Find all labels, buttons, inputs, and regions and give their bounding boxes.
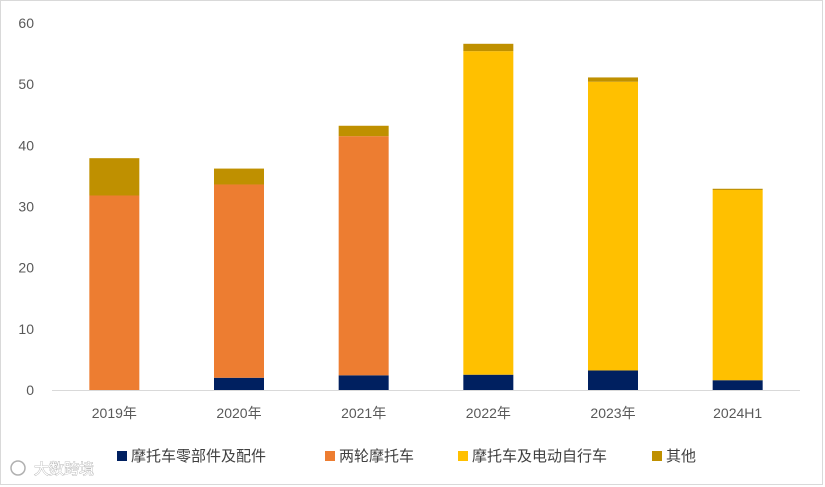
bar-segment [712, 189, 763, 381]
bar-segment [338, 136, 389, 376]
bar-segment [89, 195, 140, 390]
legend-swatch [458, 451, 468, 461]
y-tick-label: 40 [18, 137, 34, 153]
legend-label: 两轮摩托车 [339, 447, 414, 465]
x-tick-label: 2021年 [341, 405, 386, 421]
bar-segment [338, 125, 389, 137]
x-tick-label: 2024H1 [713, 405, 762, 421]
bars-layer [89, 43, 763, 390]
bar-segment [463, 374, 514, 390]
bar-segment [338, 375, 389, 390]
bar-segment [588, 370, 638, 390]
legend-label: 其他 [666, 447, 696, 465]
bar-segment [588, 77, 638, 82]
bar-segment [712, 188, 763, 190]
bar-segment [712, 380, 763, 390]
x-tick-label: 2022年 [466, 405, 511, 421]
y-tick-label: 60 [18, 15, 34, 31]
legend: 摩托车零部件及配件 两轮摩托车 摩托车及电动自行车 其他 [117, 447, 696, 465]
watermark-text: 大数跨境 [34, 460, 94, 478]
y-tick-label: 30 [18, 199, 34, 215]
bar-segment [214, 184, 264, 378]
bar-segment [214, 377, 264, 390]
legend-swatch [117, 451, 127, 461]
y-tick-label: 50 [18, 76, 34, 92]
x-tick-labels: 2019年 2020年 2021年 2022年 2023年 2024H1 [92, 405, 763, 421]
legend-swatch [325, 451, 335, 461]
bar-segment [463, 43, 514, 52]
watermark: 大数跨境 [10, 460, 94, 478]
bar-segment [89, 158, 140, 196]
legend-label: 摩托车零部件及配件 [131, 447, 266, 465]
x-tick-label: 2020年 [216, 405, 261, 421]
x-tick-label: 2019年 [92, 405, 137, 421]
y-tick-label: 10 [18, 321, 34, 337]
legend-swatch [652, 451, 662, 461]
y-tick-label: 20 [18, 260, 34, 276]
bar-segment [463, 51, 514, 375]
y-tick-labels: 0 10 20 30 40 50 60 [18, 15, 34, 398]
bar-segment [588, 81, 638, 371]
x-tick-label: 2023年 [590, 405, 635, 421]
legend-label: 摩托车及电动自行车 [472, 447, 607, 465]
bar-segment [214, 168, 264, 185]
watermark-logo-icon [10, 460, 26, 476]
y-tick-label: 0 [26, 382, 34, 398]
